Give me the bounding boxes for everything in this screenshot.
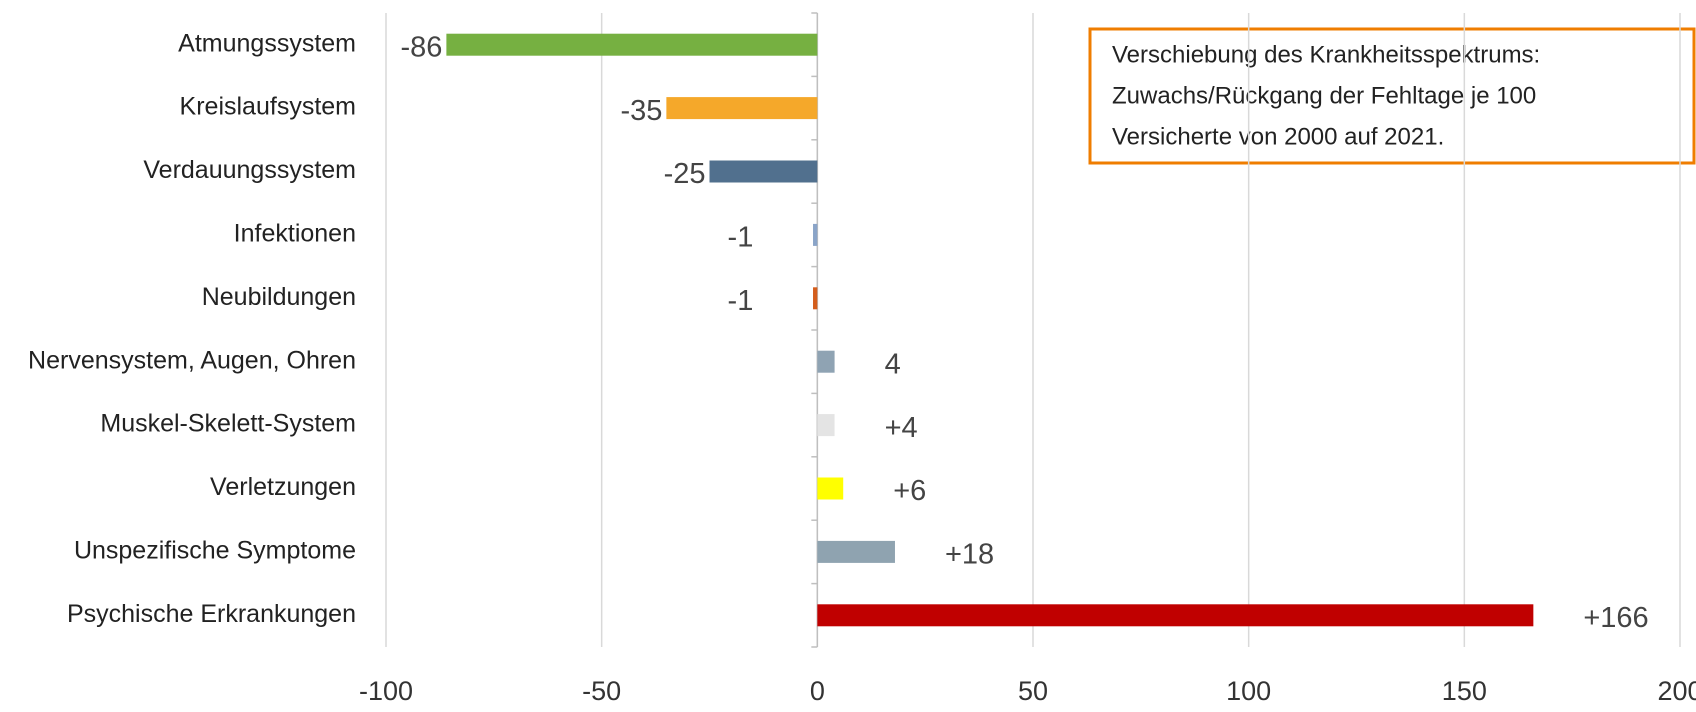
y-tick-label: Atmungssystem (178, 29, 356, 57)
y-tick-label: Kreislaufsystem (180, 93, 356, 121)
bar (817, 604, 1534, 627)
bar (446, 33, 818, 56)
x-tick-label: 200 (1657, 676, 1696, 706)
y-tick-label: Verletzungen (210, 473, 356, 501)
value-label: +4 (885, 412, 918, 444)
bar (709, 160, 818, 183)
value-label: -35 (620, 95, 662, 127)
value-label: -1 (728, 222, 754, 254)
value-label: 4 (885, 348, 901, 380)
value-label: +166 (1583, 602, 1648, 634)
annotation-box (1088, 27, 1696, 165)
x-tick-label: -50 (582, 676, 621, 706)
y-tick-label: Neubildungen (202, 283, 356, 311)
x-tick-label: 0 (810, 676, 825, 706)
annotation: Verschiebung des Krankheitsspektrums: Zuw… (1112, 41, 1540, 150)
value-label: -86 (400, 31, 442, 63)
y-tick-label: Nervensystem, Augen, Ohren (28, 346, 356, 374)
bar (817, 540, 895, 563)
y-tick-label: Verdauungssystem (143, 156, 356, 184)
x-tick-label: -100 (359, 676, 413, 706)
y-tick-label: Muskel-Skelett-System (100, 410, 356, 438)
value-label: -1 (728, 285, 754, 317)
annotation-line: Versicherte von 2000 auf 2021. (1112, 123, 1444, 150)
x-tick-label: 150 (1442, 676, 1487, 706)
y-tick-label: Unspezifische Symptome (74, 537, 356, 565)
y-tick-label: Infektionen (234, 220, 356, 248)
bar (666, 97, 818, 120)
bar (817, 350, 835, 373)
annotation-line: Verschiebung des Krankheitsspektrums: (1112, 41, 1540, 68)
value-label: +6 (893, 475, 926, 507)
x-tick-label: 50 (1018, 676, 1048, 706)
bar (817, 414, 835, 437)
value-label: -25 (664, 158, 706, 190)
y-tick-label: Psychische Erkrankungen (67, 600, 356, 628)
x-tick-label: 100 (1226, 676, 1271, 706)
bar (817, 477, 844, 500)
value-label: +18 (945, 539, 994, 571)
bar (813, 287, 818, 310)
annotation-line: Zuwachs/Rückgang der Fehltage je 100 (1112, 82, 1536, 109)
bar (813, 223, 818, 246)
